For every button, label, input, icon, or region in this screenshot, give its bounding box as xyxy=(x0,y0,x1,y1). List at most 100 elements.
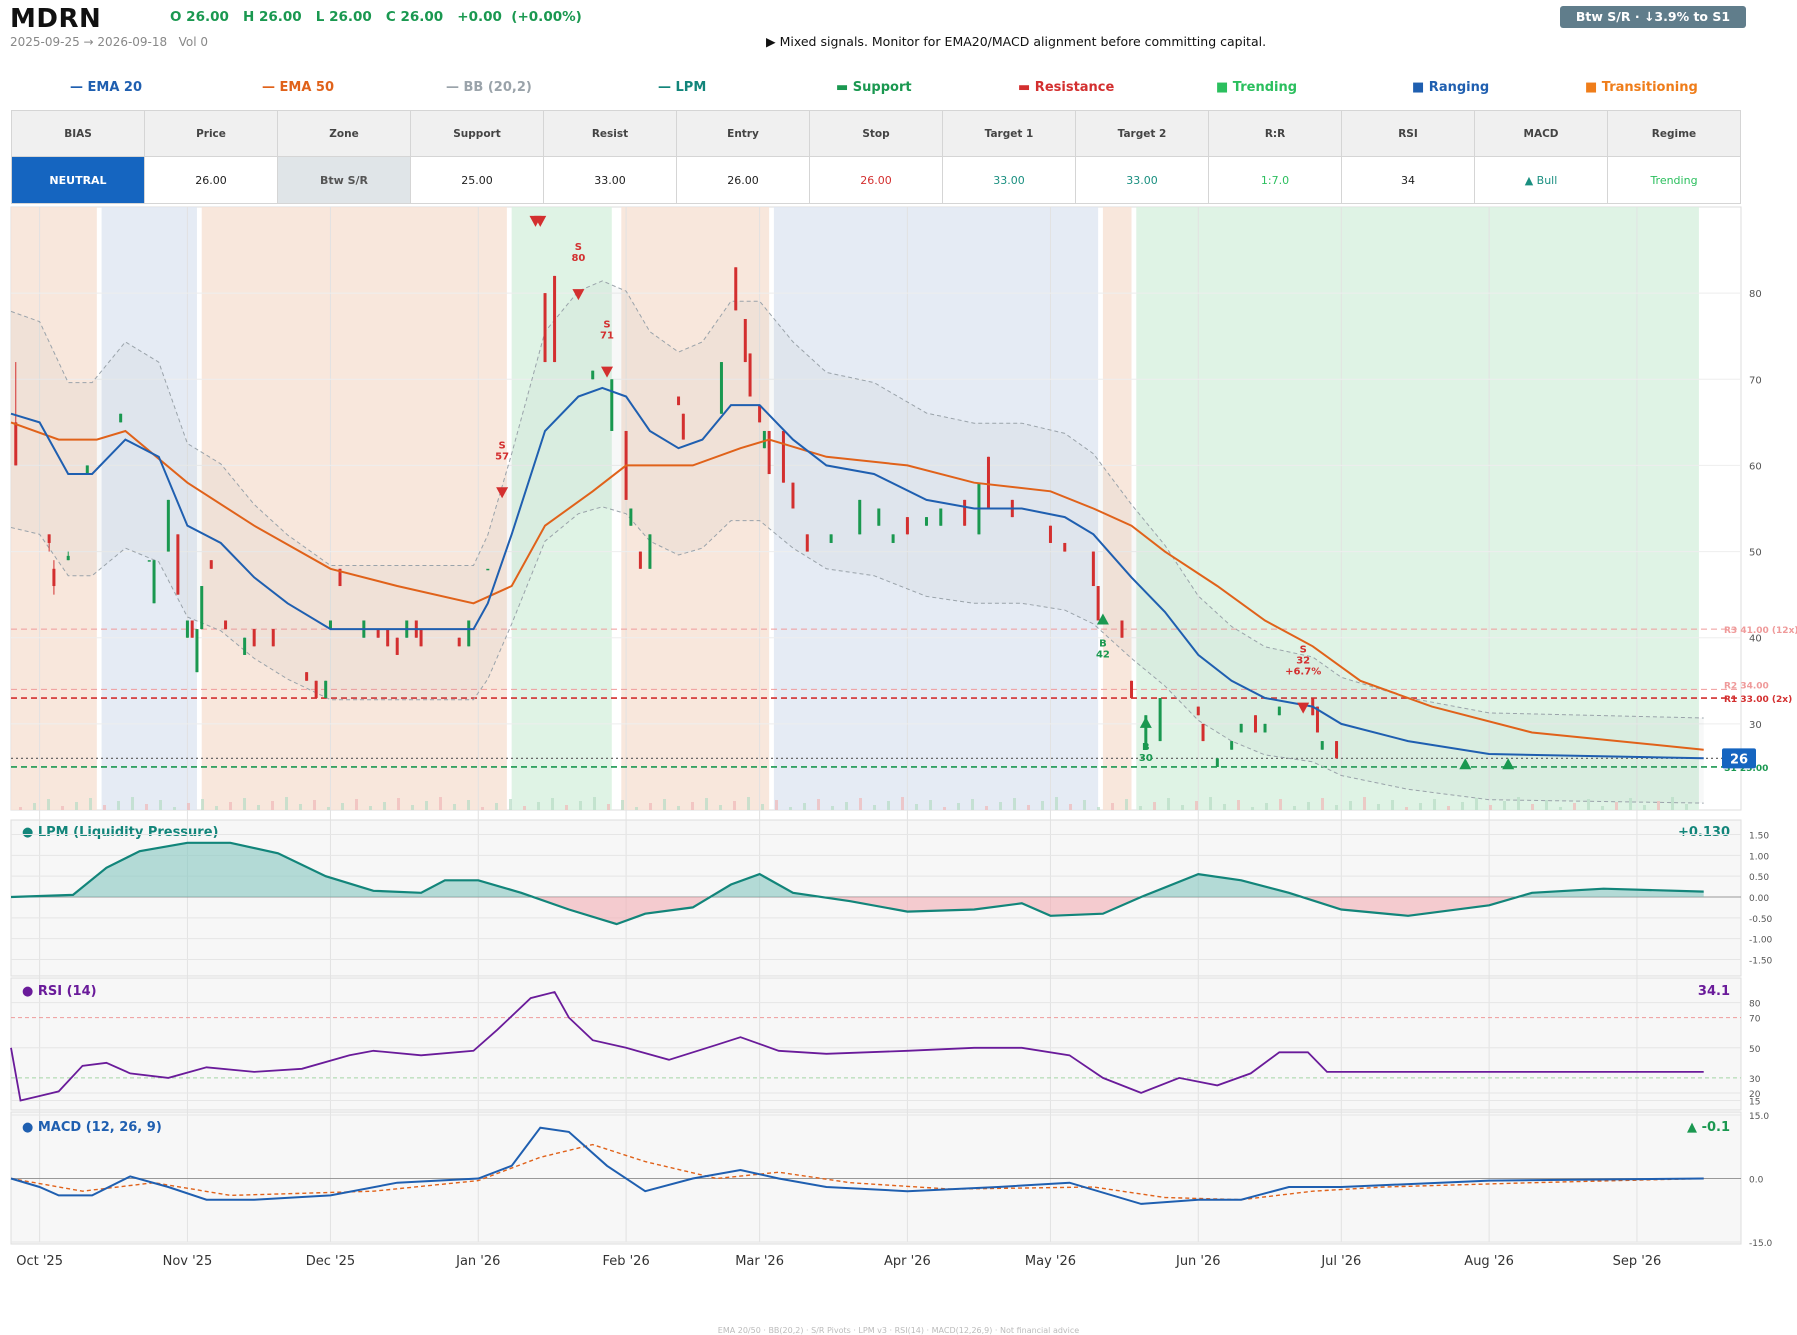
x-tick-label: May '26 xyxy=(1025,1254,1076,1269)
volume-bar xyxy=(19,807,22,810)
candle-body xyxy=(1201,723,1205,742)
volume-bar xyxy=(677,806,680,810)
volume-bar xyxy=(1559,807,1562,810)
stats-price-value: 26.00 xyxy=(144,156,278,204)
stats-header-resist: Resist xyxy=(543,110,677,157)
marker-label: B xyxy=(1099,638,1107,649)
x-tick-label: Jan '26 xyxy=(455,1254,500,1269)
regime-band-transitioning xyxy=(201,207,507,810)
stats-table: BIAS Price Zone Support Resist Entry Sto… xyxy=(11,110,1741,204)
candle-body xyxy=(243,637,247,655)
lpm-tick-label: 0.00 xyxy=(1749,894,1769,904)
marker-label: 42 xyxy=(1096,649,1110,660)
candle-body xyxy=(200,586,204,630)
stats-target2-value: 33.00 xyxy=(1075,156,1209,204)
candle-body xyxy=(1144,715,1148,750)
candle-body xyxy=(85,465,89,475)
volume-bar xyxy=(201,799,204,810)
volume-bar xyxy=(985,806,988,810)
marker-label: S xyxy=(603,320,610,331)
candle-body xyxy=(457,637,461,647)
volume-bar xyxy=(831,806,834,810)
volume-bar xyxy=(369,806,372,810)
rsi-line xyxy=(10,990,1704,1102)
stats-header-rr: R:R xyxy=(1208,110,1342,157)
legend-resistance: ▬ Resistance xyxy=(1018,80,1115,95)
volume-bar xyxy=(1083,800,1086,810)
volume-bar xyxy=(187,803,190,810)
volume-bar xyxy=(1671,797,1674,810)
candle-body xyxy=(338,568,342,587)
volume-bar xyxy=(747,797,750,810)
stats-macd-value: ▲ Bull xyxy=(1474,156,1608,204)
volume-bar xyxy=(1181,805,1184,810)
regime-band-trending xyxy=(1136,207,1699,810)
lpm-tick-label: -0.50 xyxy=(1749,915,1773,925)
volume-bar xyxy=(159,800,162,810)
volume-bar xyxy=(453,804,456,810)
volume-bar xyxy=(579,801,582,810)
lpm-title: ● LPM (Liquidity Pressure) xyxy=(22,825,218,840)
volume-bar xyxy=(383,802,386,810)
ohlc-readout: O 26.00 H 26.00 L 26.00 C 26.00 +0.00 (+… xyxy=(170,9,582,25)
candle-body xyxy=(52,568,56,587)
candle-body xyxy=(271,629,275,647)
legend-lpm: — LPM xyxy=(658,80,707,95)
candle-body xyxy=(1196,706,1200,716)
legend-support: ▬ Support xyxy=(836,80,912,95)
legend-trending: ■ Trending xyxy=(1216,80,1298,95)
volume-bar xyxy=(1335,805,1338,810)
bb-lower-line xyxy=(10,506,1704,804)
macd-tick-label: 0.0 xyxy=(1749,1176,1764,1186)
macd-signal-line xyxy=(10,1143,1704,1201)
rsi-tick-label: 20 xyxy=(1749,1090,1761,1100)
ticker-symbol: MDRN xyxy=(10,4,102,34)
marker-label: 30 xyxy=(1139,753,1153,764)
volume-bar xyxy=(621,800,624,810)
candle-body xyxy=(185,620,189,638)
footer-note: EMA 20/50 · BB(20,2) · S/R Pivots · LPM … xyxy=(717,1326,1080,1335)
candle-body xyxy=(767,430,771,475)
volume-bar xyxy=(103,805,106,810)
volume-bar xyxy=(1055,797,1058,810)
candle-body xyxy=(924,517,928,526)
legend-ranging: ■ Ranging xyxy=(1412,80,1490,95)
candle-body xyxy=(224,620,228,630)
candle-body xyxy=(610,379,614,431)
volume-bar xyxy=(1097,807,1100,810)
volume-bar xyxy=(1419,803,1422,810)
volume-bar xyxy=(1475,798,1478,810)
stats-stop-value: 26.00 xyxy=(809,156,943,204)
x-tick-label: Jul '26 xyxy=(1320,1254,1361,1269)
stats-rr-value: 1:7.0 xyxy=(1208,156,1342,204)
volume-bar xyxy=(299,804,302,810)
volume-bar xyxy=(1027,805,1030,810)
volume-bar xyxy=(425,801,428,810)
candle-body xyxy=(1263,723,1267,733)
candle-body xyxy=(758,405,762,423)
volume-bar xyxy=(1503,801,1506,810)
candle-body xyxy=(119,413,123,423)
volume-bar xyxy=(705,798,708,810)
candle-body xyxy=(419,629,423,647)
stats-header-target2: Target 2 xyxy=(1075,110,1209,157)
rsi-title: ● RSI (14) xyxy=(22,984,97,999)
price-tick-label: 40 xyxy=(1749,634,1762,645)
volume-bar xyxy=(481,807,484,810)
stats-header-row: BIAS Price Zone Support Resist Entry Sto… xyxy=(11,110,1741,157)
rsi-tick-label: 70 xyxy=(1749,1015,1761,1025)
marker-label: 32 xyxy=(1296,656,1310,667)
lpm-tick-label: 1.00 xyxy=(1749,852,1769,862)
macd-title: ● MACD (12, 26, 9) xyxy=(22,1120,162,1135)
ema50-line xyxy=(10,421,1704,751)
candle-body xyxy=(648,534,652,569)
candle-body xyxy=(858,499,862,535)
candle-body xyxy=(14,422,18,466)
macd-last-value: ▲ -0.1 xyxy=(1687,1120,1730,1135)
x-tick-label: Jun '26 xyxy=(1175,1254,1221,1269)
marker-label: 57 xyxy=(495,451,509,462)
candle-body xyxy=(1315,706,1319,733)
stats-value-row: NEUTRAL 26.00 Btw S/R 25.00 33.00 26.00 … xyxy=(11,156,1741,204)
candle-body xyxy=(152,560,156,604)
volume-bar xyxy=(439,797,442,810)
